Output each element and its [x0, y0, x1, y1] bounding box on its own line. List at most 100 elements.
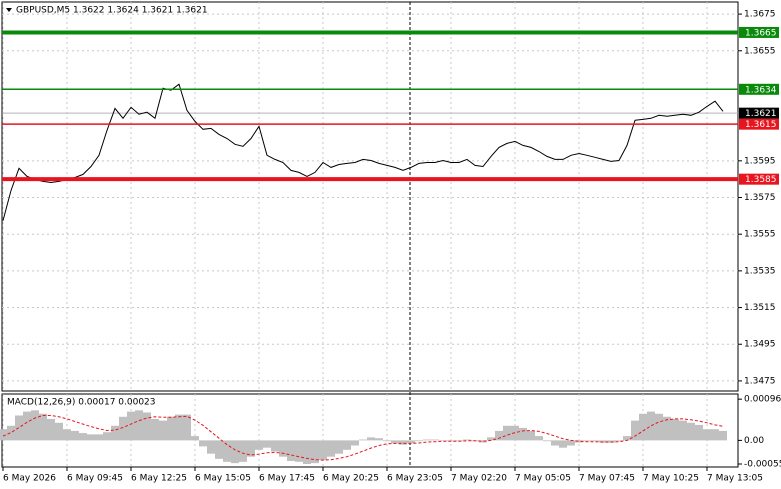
current-price-tag	[739, 107, 779, 119]
macd-bar	[23, 411, 31, 441]
macd-bar	[135, 410, 143, 441]
y-tick-label: 1.3495	[744, 340, 776, 350]
macd-bar	[695, 424, 703, 441]
macd-bar	[95, 434, 103, 441]
macd-bar	[311, 440, 319, 464]
macd-bar	[87, 434, 95, 441]
macd-bar	[679, 420, 687, 441]
signal-line	[2, 415, 724, 461]
macd-bar	[423, 439, 431, 441]
macd-bar	[463, 439, 471, 441]
y-tick-label: 1.3555	[744, 230, 776, 240]
x-tick-label: 6 May 09:45	[67, 474, 123, 484]
y-tick-label: 1.3535	[744, 266, 776, 276]
macd-bar	[639, 413, 647, 441]
level-tag	[739, 83, 779, 95]
macd-bar	[207, 440, 215, 454]
macd-bar	[359, 439, 367, 441]
macd-bar	[519, 427, 527, 441]
price-line	[2, 83, 724, 221]
macd-bar	[0, 429, 7, 441]
level-tag-label: 1.3634	[745, 85, 777, 95]
macd-bar	[7, 425, 15, 441]
macd-bar	[575, 440, 583, 443]
macd-bar	[215, 440, 223, 459]
y-tick-label: 1.3675	[744, 10, 776, 20]
level-tag	[739, 26, 779, 38]
macd-bar	[383, 440, 391, 442]
macd-bar	[607, 440, 615, 443]
macd-bar	[239, 440, 247, 462]
x-tick-label: 6 May 23:05	[387, 474, 443, 484]
x-tick-label: 6 May 2026	[3, 474, 56, 484]
macd-bar	[567, 440, 575, 446]
macd-bar	[487, 437, 495, 441]
macd-bar	[79, 433, 87, 441]
y-tick-label: 1.3475	[744, 376, 776, 386]
macd-bar	[303, 440, 311, 464]
macd-bar	[287, 440, 295, 461]
macd-bar	[655, 413, 663, 441]
macd-bar	[415, 440, 423, 442]
y-tick-label: 1.3655	[744, 46, 776, 56]
macd-bar	[527, 430, 535, 441]
macd-bar	[167, 416, 175, 441]
macd-bar	[375, 438, 383, 441]
macd-bar	[671, 418, 679, 441]
x-tick-label: 6 May 20:25	[323, 474, 379, 484]
macd-bar	[127, 411, 135, 441]
macd-bar	[119, 416, 127, 441]
macd-bar	[647, 411, 655, 441]
macd-bar	[439, 440, 447, 441]
macd-bar	[703, 429, 711, 441]
macd-bar	[263, 440, 271, 448]
x-tick-label: 7 May 07:45	[579, 474, 635, 484]
macd-bar	[183, 414, 191, 441]
macd-bar	[247, 440, 255, 457]
macd-bar	[431, 439, 439, 441]
macd-bar	[583, 440, 591, 442]
macd-bar	[479, 440, 487, 443]
y-tick-label: 1.3595	[744, 156, 776, 166]
macd-bar	[231, 440, 239, 464]
macd-bar	[39, 413, 47, 441]
macd-bar	[319, 440, 327, 461]
macd-bar	[535, 436, 543, 441]
macd-bar	[551, 440, 559, 446]
level-tag-label: 1.3585	[745, 175, 777, 185]
macd-bar	[559, 440, 567, 448]
macd-bar	[495, 430, 503, 441]
main-panel	[1, 1, 739, 392]
macd-bar	[687, 422, 695, 441]
macd-bar	[199, 440, 207, 447]
macd-bar	[407, 440, 415, 444]
macd-bar	[543, 440, 551, 442]
macd-bar	[151, 418, 159, 441]
macd-bar	[103, 432, 111, 441]
menu-arrow	[6, 8, 12, 12]
macd-bar	[55, 422, 63, 441]
x-tick-label: 7 May 13:05	[707, 474, 763, 484]
macd-bar	[175, 414, 183, 441]
macd-bar	[335, 440, 343, 454]
macd-bar	[599, 440, 607, 443]
macd-bar	[391, 440, 399, 444]
macd-bar	[591, 440, 599, 442]
macd-bar	[719, 430, 727, 441]
level-tag-label: 1.3615	[745, 120, 777, 130]
macd-bar	[223, 440, 231, 462]
macd-bar	[615, 440, 623, 442]
macd-bar	[503, 425, 511, 441]
macd-bar	[111, 425, 119, 441]
macd-bar	[255, 440, 263, 450]
macd-bar	[367, 437, 375, 441]
x-tick-label: 6 May 12:25	[131, 474, 187, 484]
current-price-label: 1.3621	[745, 109, 777, 119]
macd-bar	[279, 440, 287, 457]
macd-bar	[343, 440, 351, 450]
x-tick-label: 7 May 02:20	[451, 474, 507, 484]
macd-bar	[327, 440, 335, 457]
macd-bar	[31, 410, 39, 441]
